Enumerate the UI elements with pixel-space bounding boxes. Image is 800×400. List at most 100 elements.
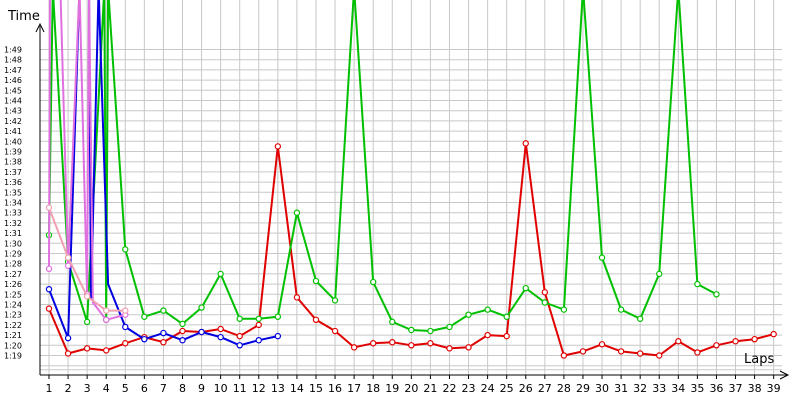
data-point <box>64 350 72 357</box>
data-point <box>427 327 434 335</box>
data-point <box>484 306 491 313</box>
x-tick-label: 28 <box>557 382 571 395</box>
data-point <box>236 315 243 322</box>
data-point <box>331 327 339 335</box>
y-tick-label: 1:31 <box>4 229 22 238</box>
data-point <box>274 332 282 340</box>
x-tick-label: 12 <box>252 382 266 395</box>
data-point <box>255 337 262 344</box>
data-point <box>274 313 282 320</box>
data-point <box>369 340 377 347</box>
x-tick-label: 5 <box>122 382 129 395</box>
y-tick-label: 1:47 <box>4 66 22 75</box>
data-point <box>255 321 262 329</box>
x-tick-label: 37 <box>729 382 743 395</box>
data-point <box>83 293 91 300</box>
data-point <box>694 280 701 288</box>
y-tick-label: 1:19 <box>4 352 22 361</box>
data-point <box>64 334 72 342</box>
data-point <box>617 306 625 313</box>
x-tick-label: 30 <box>595 382 609 395</box>
y-tick-label: 1:49 <box>4 46 22 55</box>
x-tick-label: 16 <box>328 382 342 395</box>
x-tick-label: 9 <box>198 382 205 395</box>
x-tick-label: 19 <box>385 382 399 395</box>
data-point <box>636 315 644 322</box>
series-layer <box>45 0 777 359</box>
data-point <box>236 342 243 349</box>
data-point <box>598 341 606 348</box>
x-tick-label: 20 <box>404 382 418 395</box>
data-point <box>179 337 186 344</box>
y-tick-label: 1:44 <box>4 97 22 106</box>
y-tick-label: 1:26 <box>4 280 22 289</box>
x-tick-labels: 1 2 3 4 5 6 7 8 9 10 11 12 13 14 15 16 17 18 19 20 21 22 23 24 2… <box>46 382 781 395</box>
data-point <box>732 338 739 345</box>
x-tick-label: 38 <box>748 382 762 395</box>
y-tick-label: 1:24 <box>4 301 22 310</box>
x-tick-label: 35 <box>690 382 704 395</box>
data-point <box>522 140 529 147</box>
data-point <box>656 352 663 359</box>
data-point <box>122 323 129 331</box>
data-point <box>579 348 587 355</box>
data-point <box>122 307 129 314</box>
data-point <box>369 278 377 286</box>
data-point <box>141 313 148 320</box>
y-tick-label: 1:48 <box>4 56 22 65</box>
y-tick-label: 1:30 <box>4 239 22 248</box>
data-point <box>598 254 606 261</box>
y-axis-title: Time <box>7 9 40 24</box>
data-point <box>541 299 549 306</box>
x-tick-label: 33 <box>652 382 666 395</box>
x-tick-label: 22 <box>442 382 456 395</box>
series-line-3 <box>48 0 279 347</box>
x-tick-label: 18 <box>366 382 380 395</box>
x-tick-label: 1 <box>46 382 53 395</box>
x-axis-title: Laps <box>744 352 774 367</box>
y-tick-label: 1:39 <box>4 148 22 157</box>
y-tick-label: 1:45 <box>4 86 22 95</box>
data-point <box>312 277 320 285</box>
data-point <box>293 209 301 216</box>
x-tick-label: 7 <box>160 382 167 395</box>
x-tick-label: 39 <box>767 382 781 395</box>
x-tick-label: 24 <box>481 382 495 395</box>
x-axis-arrow <box>779 370 790 380</box>
chart-grid <box>40 0 782 375</box>
data-point <box>636 350 644 357</box>
y-tick-label: 1:29 <box>4 250 22 259</box>
x-tick-label: 3 <box>84 382 91 395</box>
data-point <box>217 270 224 278</box>
data-point <box>160 339 167 346</box>
y-tick-label: 1:25 <box>4 290 22 299</box>
data-point <box>45 305 53 312</box>
data-point <box>198 304 205 311</box>
data-point <box>446 345 453 352</box>
data-point <box>255 315 262 322</box>
data-point <box>675 338 682 345</box>
data-point <box>179 327 186 335</box>
y-tick-label: 1:43 <box>4 107 22 116</box>
x-tick-label: 29 <box>576 382 590 395</box>
y-tick-labels: 1:19 1:201:211:221:231:24 1:251:261:271:28… <box>4 46 22 361</box>
data-point <box>64 254 72 261</box>
data-point <box>617 348 625 355</box>
y-tick-label: 1:32 <box>4 219 22 228</box>
data-point <box>522 284 529 292</box>
y-tick-label: 1:35 <box>4 188 22 197</box>
data-point <box>350 344 358 351</box>
chart-axes <box>35 22 790 380</box>
data-point <box>713 342 720 349</box>
x-tick-label: 4 <box>103 382 110 395</box>
data-point <box>103 347 110 354</box>
data-point <box>312 316 320 323</box>
x-tick-label: 13 <box>271 382 285 395</box>
data-point <box>446 323 453 331</box>
data-point <box>293 294 301 301</box>
data-point <box>45 265 53 272</box>
data-point <box>484 331 491 339</box>
y-tick-label: 1:46 <box>4 76 22 85</box>
data-point <box>541 289 549 296</box>
